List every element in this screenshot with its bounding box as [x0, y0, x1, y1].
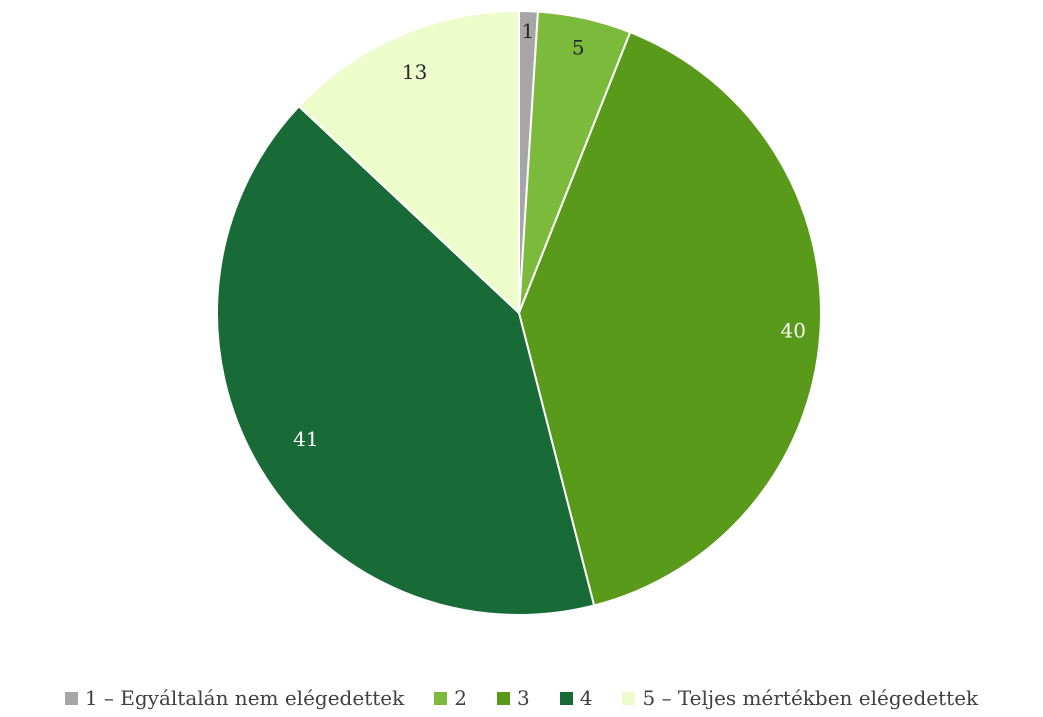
legend-label-5: 5 – Teljes mértékben elégedettek [642, 686, 979, 710]
legend-swatch-3 [496, 691, 510, 705]
legend-label-1: 1 – Egyáltalán nem elégedettek [84, 686, 405, 710]
legend-label-4: 4 [579, 686, 593, 710]
pie-chart-svg: 1 5 40 41 13 [216, 9, 822, 616]
pie-slice-4 [216, 104, 596, 616]
legend-swatch-2 [434, 691, 448, 705]
pie-data-labels: 1 5 40 41 13 [293, 19, 806, 451]
pie-slices [216, 9, 822, 616]
legend-item-2: 2 [434, 686, 467, 710]
legend-item-3: 3 [496, 686, 530, 710]
legend-item-1: 1 – Egyáltalán nem elégedettek [64, 686, 405, 710]
legend-swatch-5 [622, 691, 636, 705]
legend-label-2: 2 [454, 686, 467, 710]
pie-slice-5 [297, 9, 520, 316]
legend-swatch-4 [559, 691, 573, 705]
pie-slice-3 [517, 30, 822, 607]
legend-label-3: 3 [516, 686, 530, 710]
data-label-1: 1 [522, 19, 535, 43]
legend-swatch-1 [64, 691, 78, 705]
legend-item-5: 5 – Teljes mértékben elégedettek [622, 686, 978, 710]
chart-legend: 1 – Egyáltalán nem elégedettek 2 3 4 5 –… [0, 683, 1043, 713]
data-label-2: 5 [572, 36, 585, 60]
legend-item-4: 4 [559, 686, 593, 710]
data-label-4: 41 [293, 427, 318, 451]
data-label-3: 40 [781, 318, 806, 342]
data-label-5: 13 [402, 60, 427, 84]
